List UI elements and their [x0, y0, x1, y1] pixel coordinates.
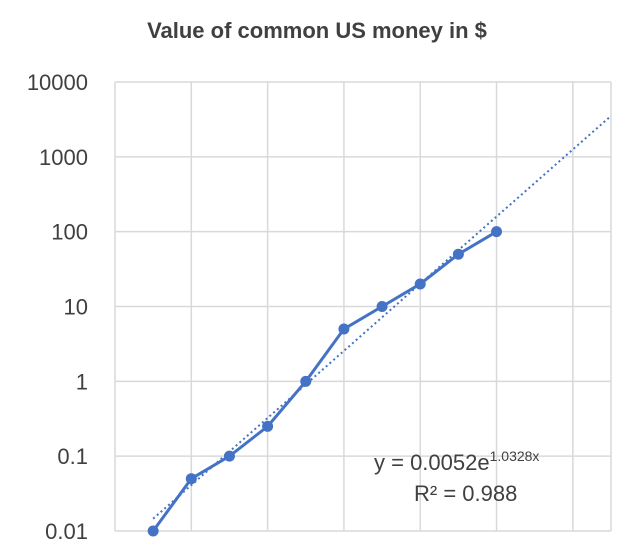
- y-tick-label-3: 10: [64, 295, 88, 320]
- data-point-7: [414, 278, 426, 290]
- trendline-equation-text: y = 0.0052e1.0328x: [374, 448, 539, 475]
- data-point-4: [300, 375, 312, 387]
- y-tick-label-0: 0.01: [45, 519, 88, 544]
- series-line-0: [151, 230, 498, 532]
- y-tick-label-4: 100: [51, 220, 88, 245]
- y-tick-label-1: 0.1: [57, 444, 88, 469]
- data-point-3: [262, 420, 274, 432]
- chart-title: Value of common US money in $: [147, 18, 487, 43]
- data-point-9: [491, 226, 503, 238]
- trendline-equation-exponent: 1.0328x: [490, 448, 540, 464]
- y-tick-label-6: 10000: [27, 70, 88, 95]
- y-tick-label-2: 1: [76, 369, 88, 394]
- grid-lines: [114, 81, 612, 532]
- y-tick-label-5: 1000: [39, 145, 88, 170]
- y-axis-tick-labels: 0.01 0.1 1 10 100 1000 10000: [27, 70, 88, 544]
- trendline-equation: y = 0.0052e1.0328x R² = 0.988: [374, 448, 539, 506]
- trendline-r-squared: R² = 0.988: [414, 481, 517, 506]
- trendline-equation-prefix: y = 0.0052e: [374, 450, 490, 475]
- data-point-0: [147, 525, 159, 537]
- data-point-5: [338, 323, 350, 335]
- data-point-8: [452, 248, 464, 260]
- data-point-6: [376, 301, 388, 312]
- data-series: [147, 226, 503, 537]
- data-point-2: [223, 450, 235, 462]
- data-point-1: [185, 473, 197, 485]
